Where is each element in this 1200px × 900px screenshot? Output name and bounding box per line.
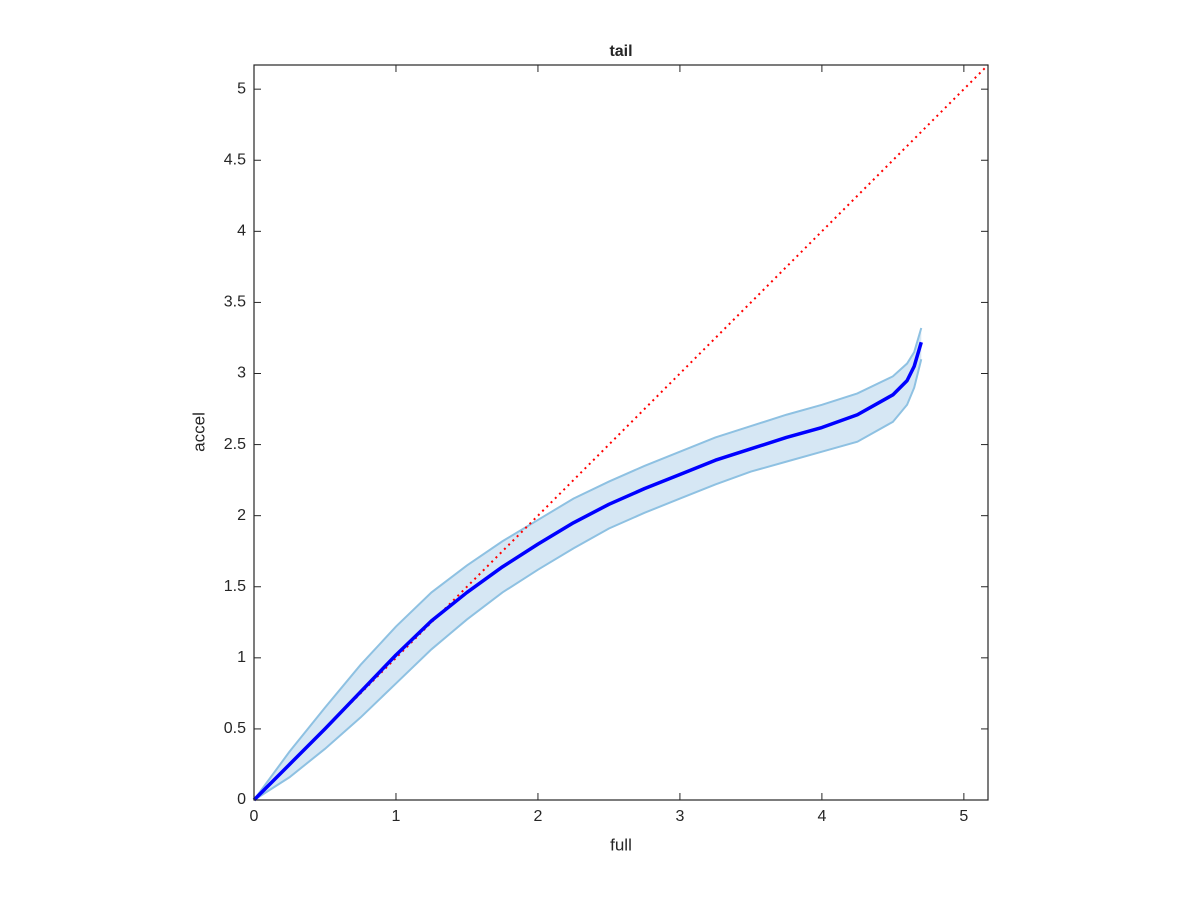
x-tick-label: 1 [392, 808, 401, 825]
x-tick-label: 4 [817, 808, 826, 825]
x-axis-label: full [610, 835, 632, 854]
x-tick-label: 5 [959, 808, 968, 825]
mean-line [252, 341, 923, 802]
y-tick-label: 4 [237, 223, 246, 240]
y-tick-label: 0 [237, 791, 246, 808]
y-tick-label: 1.5 [224, 578, 246, 595]
confidence-band [254, 328, 922, 800]
y-tick-label: 0.5 [224, 720, 246, 737]
y-tick-label: 5 [237, 80, 246, 97]
y-axis-label: accel [189, 412, 208, 452]
plot-frame [253, 64, 989, 801]
y-tick-label: 3.5 [224, 294, 246, 311]
y-tick-label: 4.5 [224, 151, 246, 168]
y-tick-label: 2 [237, 507, 246, 524]
x-tick-label: 2 [533, 808, 542, 825]
x-tick-label: 0 [250, 808, 259, 825]
y-tick-label: 3 [237, 365, 246, 382]
y-tick-label: 2.5 [224, 436, 246, 453]
reference-line [253, 64, 989, 801]
y-tick-label: 1 [237, 649, 246, 666]
band-edge [253, 327, 923, 801]
band-edge [253, 359, 923, 801]
x-tick-label: 3 [675, 808, 684, 825]
chart-title: tail [609, 43, 632, 60]
